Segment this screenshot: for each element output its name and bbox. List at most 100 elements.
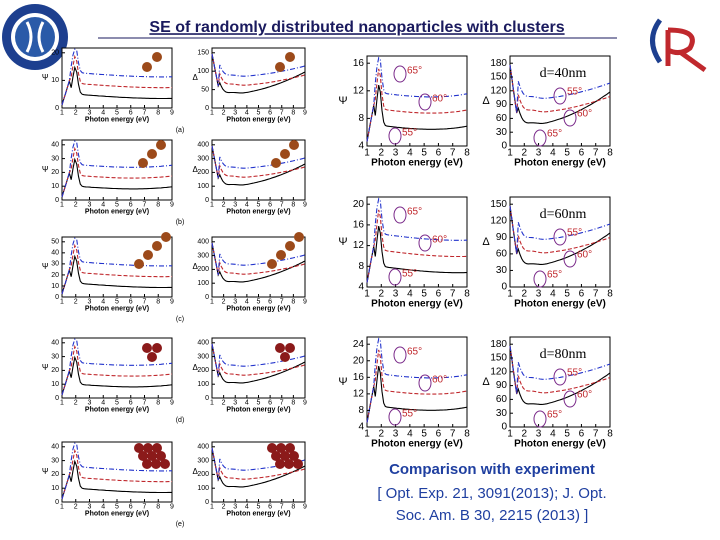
y-axis-label: Ψ [42,262,49,271]
x-tick-label: 8 [156,202,160,209]
x-tick-label: 3 [233,400,237,407]
x-tick-label: 4 [101,202,105,209]
x-tick-label: 1 [364,429,370,440]
x-tick-label: 3 [233,299,237,306]
curve [366,349,468,423]
angle-label: 55° [402,128,417,139]
x-tick-label: 7 [280,400,284,407]
x-tick-label: 1 [60,202,64,209]
x-tick-label: 6 [129,202,133,209]
x-tick-label: 3 [393,148,399,159]
x-tick-label: 5 [257,110,261,117]
x-tick-label: 7 [143,504,147,511]
x-tick-label: 2 [522,289,528,300]
curve [509,205,611,255]
curve [509,205,611,265]
curve [509,64,611,124]
angle-marker [563,109,577,127]
x-tick-label: 8 [291,202,295,209]
x-axis-label: Photon energy (eV) [85,306,149,313]
x-tick-label: 6 [129,400,133,407]
nanoparticle [143,443,153,453]
x-tick-label: 4 [407,148,413,159]
y-tick-label: 150 [490,199,507,210]
x-tick-label: 5 [115,202,119,209]
y-tick-label: 16 [353,58,365,69]
curve [211,343,306,377]
x-tick-label: 5 [564,429,570,440]
curve [366,68,468,142]
curve [61,442,172,500]
y-axis-label: Δ [193,73,199,82]
x-tick-label: 2 [222,299,226,306]
angle-label: 65° [407,347,422,358]
curve [211,145,306,179]
y-tick-label: 150 [197,50,209,57]
x-tick-label: 3 [393,429,399,440]
x-tick-label: 2 [222,504,226,511]
x-tick-label: 3 [88,110,92,117]
curve [366,337,468,423]
x-tick-label: 1 [507,429,513,440]
x-tick-label: 7 [593,289,599,300]
curve [61,448,172,500]
nanoparticle [267,259,277,269]
nanoparticle [275,459,285,469]
y-tick-label: 50 [51,239,59,246]
nanoparticle [285,443,295,453]
angle-marker [418,374,432,392]
curve [61,146,173,198]
nanoparticle [143,250,153,260]
curve [211,145,306,186]
curve [211,242,306,276]
y-tick-label: 30 [496,127,508,138]
y-tick-label: 40 [51,444,59,451]
x-tick-label: 6 [268,110,272,117]
x-tick-label: 4 [245,299,249,306]
x-tick-label: 5 [421,289,427,300]
y-axis-label: Δ [193,165,199,174]
y-tick-label: 4 [358,282,364,293]
x-axis-label: Photon energy (eV) [226,306,290,313]
nanoparticle [156,140,166,150]
x-tick-label: 2 [222,110,226,117]
x-tick-label: 9 [303,400,307,407]
x-tick-label: 4 [245,202,249,209]
x-tick-label: 2 [222,400,226,407]
x-tick-label: 2 [222,202,226,209]
y-tick-label: 150 [490,72,507,83]
plot-frame [509,196,611,288]
y-tick-label: 20 [353,355,365,366]
x-tick-label: 2 [74,299,78,306]
x-tick-label: 1 [507,148,513,159]
nanoparticle [134,443,144,453]
y-tick-label: 100 [197,68,209,75]
panel-label: (e) [176,521,185,528]
nanoparticle [271,158,281,168]
angle-marker [563,390,577,408]
x-tick-label: 8 [464,429,470,440]
curve [61,237,172,295]
y-tick-label: 4 [358,141,364,152]
x-tick-label: 8 [464,289,470,300]
x-tick-label: 4 [550,289,556,300]
x-tick-label: 4 [101,400,105,407]
angle-label: 55° [567,87,582,98]
y-tick-label: 20 [51,272,59,279]
nanoparticle [147,149,157,159]
curve [61,243,172,295]
x-tick-label: 7 [280,110,284,117]
curve [61,48,172,106]
curve [211,53,306,94]
plot-frame [61,139,173,201]
x-axis-label: Photon energy (eV) [226,407,290,414]
curve [61,140,173,198]
y-tick-label: 300 [197,252,209,259]
curve [61,355,173,396]
x-axis-label: Photon energy (eV) [85,209,149,216]
x-tick-label: 2 [379,429,385,440]
nanoparticle [267,443,277,453]
y-tick-label: 10 [51,77,59,84]
y-tick-label: 400 [197,444,209,451]
x-tick-label: 4 [550,429,556,440]
